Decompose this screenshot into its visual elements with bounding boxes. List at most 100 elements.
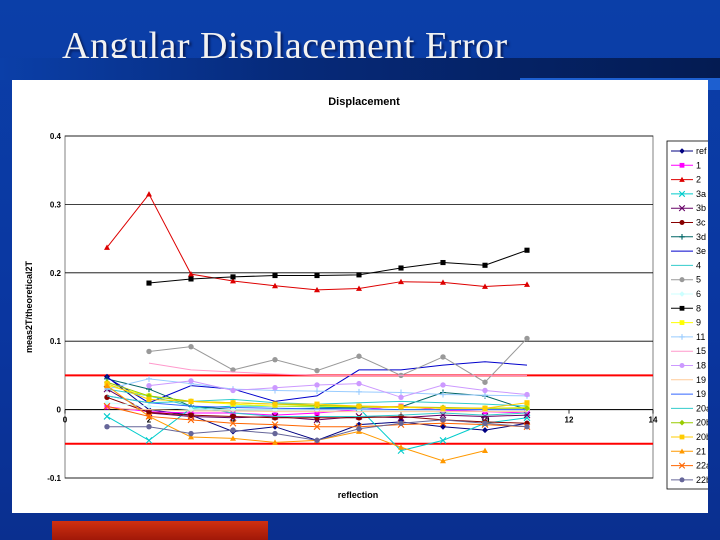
legend-entry: 1: [671, 160, 701, 170]
data-point: [482, 420, 488, 426]
legend-label: 9: [696, 318, 701, 328]
data-point: [356, 380, 362, 387]
data-point: [679, 434, 685, 440]
series-15: [148, 362, 527, 376]
data-point: [679, 334, 685, 340]
x-tick-label: 4: [231, 416, 236, 425]
series-line: [148, 362, 527, 376]
data-point: [272, 385, 278, 391]
data-point: [678, 205, 686, 212]
legend-entry: 22a: [671, 461, 711, 471]
data-point: [314, 272, 320, 279]
data-point: [481, 413, 489, 420]
data-point: [679, 162, 685, 168]
data-point: [188, 433, 194, 440]
data-point: [104, 424, 110, 430]
data-point: [230, 400, 236, 406]
x-tick-label: 12: [565, 416, 574, 425]
data-point: [188, 430, 194, 437]
data-point: [524, 424, 530, 430]
legend-label: 20b: [696, 418, 708, 428]
data-point: [440, 259, 446, 266]
chart-frame: Displacement -0.100.10.20.30.40246810121…: [12, 80, 716, 513]
data-point: [398, 278, 404, 285]
data-point: [398, 389, 404, 396]
data-point: [103, 402, 111, 410]
data-point: [314, 410, 320, 416]
data-point: [356, 388, 362, 395]
legend-entry: 9: [671, 318, 701, 328]
data-point: [314, 437, 320, 444]
chart-title: Displacement: [328, 96, 400, 108]
data-point: [679, 219, 685, 226]
series-line: [106, 407, 527, 413]
displacement-chart: Displacement -0.100.10.20.30.40246810121…: [24, 96, 716, 500]
series-line: [148, 249, 528, 284]
series-3e: [106, 361, 528, 404]
data-point: [146, 396, 152, 402]
y-tick-label: 0.3: [50, 200, 62, 209]
data-point: [230, 278, 236, 284]
legend-label: 19: [696, 375, 706, 385]
data-point: [356, 403, 362, 409]
y-tick-label: 0.4: [50, 132, 62, 141]
data-point: [440, 354, 446, 360]
legend-label: 15: [696, 346, 706, 356]
data-point: [524, 281, 530, 287]
data-point: [440, 391, 446, 398]
data-point: [230, 367, 236, 373]
data-point: [679, 176, 685, 182]
legend-label: 3b: [696, 203, 706, 213]
data-point: [188, 398, 194, 404]
legend-label: 3a: [696, 189, 706, 199]
data-point: [679, 477, 685, 483]
data-point: [523, 414, 531, 422]
legend-label: 19: [696, 389, 706, 399]
series-21: [104, 382, 488, 464]
series-18: [146, 378, 530, 400]
series-2: [104, 191, 530, 293]
data-point: [679, 234, 685, 240]
data-point: [272, 412, 278, 418]
data-point: [679, 320, 685, 325]
plot-area: [64, 135, 654, 479]
data-point: [314, 382, 320, 388]
data-point: [679, 448, 685, 454]
legend-entry: 2: [671, 175, 701, 185]
data-point: [482, 283, 488, 289]
data-point: [146, 409, 152, 416]
data-point: [104, 244, 110, 250]
legend-entry: 11: [671, 332, 705, 342]
data-point: [398, 444, 404, 450]
legend-label: 20a: [696, 403, 708, 413]
data-point: [230, 387, 236, 394]
data-point: [103, 413, 111, 420]
data-point: [146, 191, 152, 197]
series-22b: [104, 417, 530, 444]
legend-label: 20b: [696, 432, 708, 442]
data-point: [314, 401, 320, 407]
data-point: [188, 276, 194, 282]
data-point: [146, 403, 152, 410]
series-line: [106, 361, 528, 404]
data-point: [146, 382, 152, 389]
data-point: [482, 392, 488, 399]
series-19: [106, 395, 527, 411]
data-point: [524, 335, 530, 342]
series-line: [106, 388, 528, 417]
legend-label: 2: [696, 175, 701, 185]
data-point: [398, 420, 404, 426]
data-point: [188, 412, 194, 418]
data-point: [313, 423, 321, 431]
data-point: [230, 427, 236, 433]
legend-entry: 3b: [671, 203, 706, 213]
legend-label: 6: [696, 289, 701, 299]
data-point: [679, 362, 685, 369]
data-point: [679, 277, 685, 283]
footer-accent-bar: [52, 521, 268, 540]
x-tick-label: 14: [649, 416, 658, 425]
data-point: [356, 272, 362, 278]
data-point: [104, 382, 110, 389]
legend-label: 5: [696, 275, 701, 285]
data-point: [440, 279, 446, 285]
